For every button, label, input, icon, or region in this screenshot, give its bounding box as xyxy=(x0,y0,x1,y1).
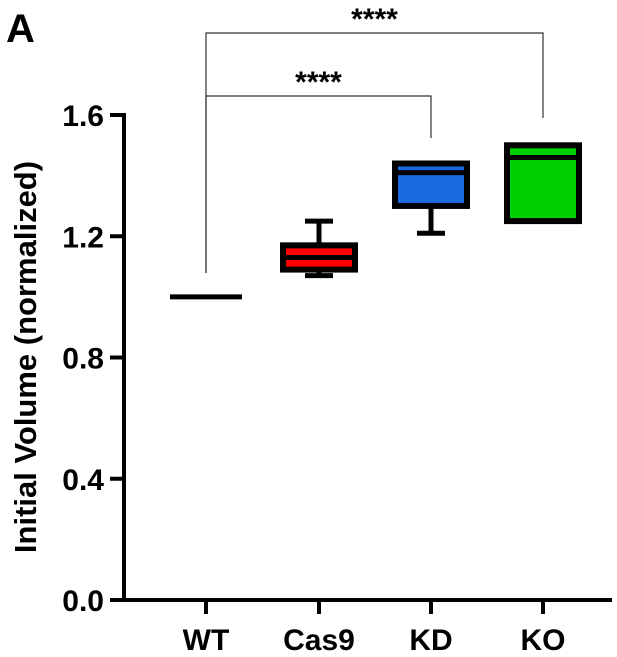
axes: 0.0 0.4 0.8 1.2 1.6 WT Cas9 KD KO xyxy=(62,100,612,657)
panel-label: A xyxy=(6,7,35,51)
box-ko xyxy=(504,142,582,225)
x-tick-label: KO xyxy=(521,624,566,657)
box-kd xyxy=(392,160,470,236)
significance-bracket-wt-ko: **** xyxy=(205,3,544,273)
y-tick-label: 1.6 xyxy=(62,100,104,133)
significance-label: **** xyxy=(351,3,398,36)
y-tick-label: 0.8 xyxy=(62,343,104,376)
x-tick-label: WT xyxy=(183,624,230,657)
box-body xyxy=(392,160,470,209)
bracket-line xyxy=(205,32,544,273)
boxes xyxy=(170,142,582,300)
box-cas9 xyxy=(280,218,358,279)
significance-label: **** xyxy=(295,66,342,99)
y-axis-title: Initial Volume (normalized) xyxy=(8,161,43,553)
y-tick-label: 0.0 xyxy=(62,585,104,618)
significance-brackets: **** **** xyxy=(205,3,544,273)
y-tick-label: 0.4 xyxy=(62,464,104,497)
x-tick-label: KD xyxy=(409,624,452,657)
x-tick-label: Cas9 xyxy=(283,624,355,657)
y-tick-label: 1.2 xyxy=(62,221,104,254)
